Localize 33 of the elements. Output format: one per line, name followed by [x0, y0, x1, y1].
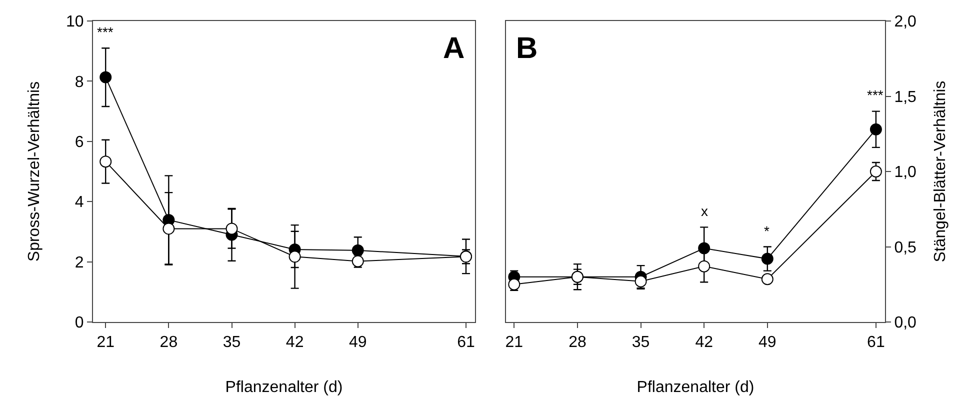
x-tick-label: 49 [348, 334, 367, 352]
annotation: * [764, 223, 770, 239]
annotation: A [443, 32, 465, 65]
x-tick-label: 28 [160, 334, 178, 352]
x-tick-label: 35 [632, 334, 650, 352]
y-tick-label: 1,0 [894, 164, 917, 182]
x-tick-label: 21 [505, 334, 524, 352]
y-axis-title: Spross-Wurzel-Verhältnis [26, 81, 43, 262]
y-tick-label: 0,0 [894, 314, 917, 332]
x-tick-label: 28 [568, 334, 586, 352]
y-tick-label: 10 [66, 14, 84, 31]
annotation: *** [97, 24, 114, 40]
y-tick-label: 4 [74, 194, 84, 212]
y-tick-label: 8 [74, 74, 84, 91]
y-axis-title: Stängel-Blätter-Verhältnis [932, 80, 950, 262]
x-axis-title: Pflanzenalter (d) [225, 378, 343, 396]
y-tick-label: 0,5 [894, 239, 917, 256]
x-tick-label: 42 [695, 334, 714, 352]
y-tick-label: 6 [74, 134, 84, 151]
y-tick-label: 2,0 [894, 14, 917, 31]
x-axis-title: Pflanzenalter (d) [636, 378, 754, 396]
x-tick-label: 21 [96, 334, 115, 352]
y-tick-label: 0 [74, 314, 84, 332]
x-tick-label: 49 [758, 334, 776, 352]
x-tick-label: 42 [286, 334, 304, 352]
y-tick-label: 1,5 [894, 88, 917, 106]
y-tick-label: 2 [74, 254, 84, 272]
x-tick-label: 35 [222, 334, 241, 352]
annotation: x [701, 203, 708, 219]
x-tick-label: 61 [867, 334, 885, 352]
x-tick-label: 61 [457, 334, 475, 352]
annotation: *** [867, 87, 884, 103]
annotation: B [516, 32, 538, 65]
